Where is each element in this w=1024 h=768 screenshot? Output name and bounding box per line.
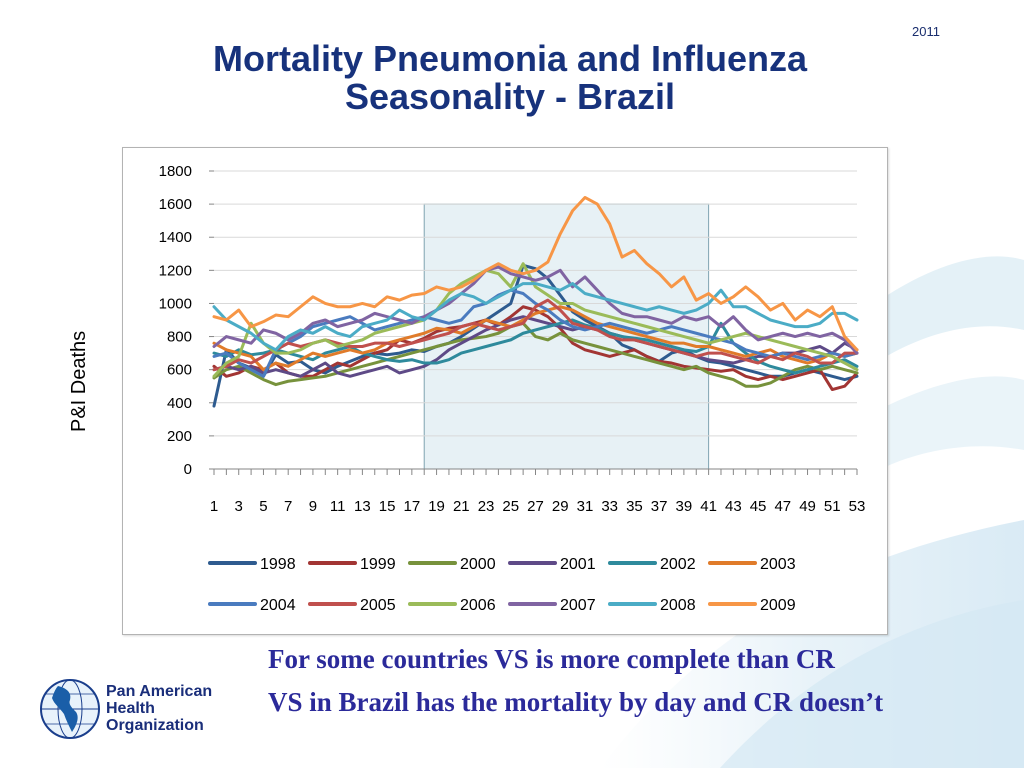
year-label: 2011 [912, 24, 940, 39]
y-tick-label: 1200 [159, 262, 192, 279]
series-line-2009 [212, 195, 859, 352]
x-tick-label: 25 [502, 498, 519, 515]
title-line-1: Mortality Pneumonia and Influenza [212, 38, 808, 79]
y-tick-label: 200 [167, 428, 192, 445]
x-tick-label: 7 [284, 498, 292, 515]
y-tick-label: 1400 [159, 229, 192, 246]
x-tick-label: 39 [676, 498, 693, 515]
series-line-2008 [212, 282, 859, 352]
legend-label-1998: 1998 [260, 556, 296, 573]
legend-label-2001: 2001 [560, 556, 596, 573]
x-tick-label: 53 [849, 498, 866, 515]
x-tick-label: 1 [210, 498, 218, 515]
logo-line-3: Organization [106, 717, 204, 734]
series-line-2007 [212, 265, 859, 355]
x-tick-label: 49 [799, 498, 816, 515]
x-tick-label: 15 [379, 498, 396, 515]
legend-label-2000: 2000 [460, 556, 496, 573]
legend-label-1999: 1999 [360, 556, 396, 573]
x-tick-label: 37 [651, 498, 668, 515]
legend-label-2002: 2002 [660, 556, 696, 573]
legend-label-2008: 2008 [660, 597, 696, 614]
x-tick-label: 51 [824, 498, 841, 515]
y-tick-label: 1000 [159, 295, 192, 312]
legend-label-2006: 2006 [460, 597, 496, 614]
x-tick-label: 47 [774, 498, 791, 515]
y-axis-label: P&I Deaths [68, 330, 90, 432]
x-tick-label: 11 [330, 498, 346, 515]
x-tick-label: 23 [478, 498, 495, 515]
x-tick-label: 5 [259, 498, 267, 515]
y-tick-label: 400 [167, 395, 192, 412]
x-tick-label: 29 [552, 498, 569, 515]
notes: For some countries VS is more complete t… [268, 644, 1008, 734]
paho-logo [40, 679, 100, 739]
y-tick-label: 800 [167, 329, 192, 346]
x-tick-label: 27 [527, 498, 544, 515]
logo-line-1: Pan American [106, 683, 213, 700]
logo-line-2: Health [106, 700, 155, 717]
x-tick-label: 9 [309, 498, 317, 515]
legend-label-2004: 2004 [260, 597, 296, 614]
logo-text: Pan American Health Organization [106, 683, 212, 734]
page-title: Mortality Pneumonia and Influenza Season… [100, 40, 920, 116]
x-tick-label: 21 [453, 498, 470, 515]
series-line-2004 [212, 288, 859, 378]
x-tick-label: 45 [750, 498, 767, 515]
legend-label-2005: 2005 [360, 597, 396, 614]
legend-label-2009: 2009 [760, 597, 796, 614]
y-tick-label: 1800 [159, 163, 192, 180]
y-tick-label: 1600 [159, 196, 192, 213]
y-tick-label: 0 [184, 461, 192, 478]
legend-label-2003: 2003 [760, 556, 796, 573]
x-tick-label: 35 [626, 498, 643, 515]
series-line-2001 [212, 315, 859, 378]
x-tick-label: 41 [700, 498, 717, 515]
x-tick-label: 33 [601, 498, 618, 515]
series-line-2003 [212, 305, 859, 372]
x-tick-label: 3 [235, 498, 243, 515]
x-tick-label: 13 [354, 498, 371, 515]
x-tick-label: 43 [725, 498, 742, 515]
note-2: VS in Brazil has the mortality by day an… [268, 687, 884, 717]
x-tick-label: 31 [577, 498, 594, 515]
legend-label-2007: 2007 [560, 597, 596, 614]
series-line-1999 [212, 305, 859, 392]
title-line-2: Seasonality - Brazil [344, 76, 676, 117]
note-1: For some countries VS is more complete t… [268, 644, 835, 674]
x-tick-label: 17 [404, 498, 421, 515]
x-tick-label: 19 [428, 498, 445, 515]
y-tick-label: 600 [167, 362, 192, 379]
series-line-2000 [212, 321, 859, 388]
